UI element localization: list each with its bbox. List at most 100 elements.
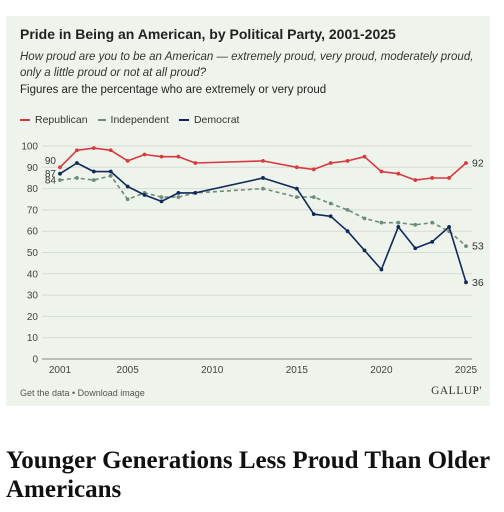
chart-title: Pride in Being an American, by Political…: [20, 26, 396, 42]
legend-item-democrat: Democrat: [178, 114, 240, 126]
data-point-independent-2008: [176, 195, 181, 200]
data-point-republican-2008: [176, 154, 181, 159]
data-point-democrat-2001: [58, 171, 62, 176]
data-point-republican-2009: [193, 161, 198, 165]
data-point-republican-2006: [142, 152, 147, 157]
data-point-democrat-2020: [379, 267, 384, 272]
data-point-republican-2021: [396, 171, 401, 176]
y-tick-label-30: 30: [27, 291, 39, 302]
x-tick-label-2025: 2025: [455, 365, 478, 376]
data-point-republican-2022: [413, 178, 418, 182]
x-tick-label-2005: 2005: [117, 365, 140, 376]
data-point-republican-2024: [447, 176, 451, 180]
y-tick-label-50: 50: [27, 248, 39, 259]
y-tick-label-80: 80: [27, 184, 39, 195]
data-point-republican-2025: [464, 161, 468, 165]
y-tick-label-20: 20: [27, 312, 39, 323]
start-label-republican: 90: [45, 156, 57, 167]
y-tick-label-70: 70: [27, 205, 39, 216]
data-point-democrat-2013: [261, 176, 265, 180]
data-point-independent-2023: [430, 220, 435, 225]
data-point-republican-2003: [91, 146, 96, 151]
legend-label-democrat: Democrat: [193, 114, 240, 126]
data-point-democrat-2024: [447, 225, 451, 229]
data-point-independent-2003: [91, 178, 96, 182]
data-point-independent-2025: [464, 244, 468, 249]
data-point-democrat-2016: [311, 212, 316, 217]
chart-card: Pride in Being an American, by Political…: [6, 16, 490, 406]
data-point-republican-2002: [75, 148, 79, 153]
end-label-democrat: 36: [472, 277, 484, 289]
data-point-democrat-2009: [193, 190, 198, 195]
start-label-independent: 84: [45, 176, 57, 187]
series-line-democrat: [59, 162, 467, 283]
data-point-independent-2017: [328, 201, 333, 206]
data-point-republican-2015: [294, 165, 299, 170]
data-point-republican-2004: [108, 148, 113, 153]
legend-item-republican: Republican: [20, 114, 88, 126]
x-tick-label-2001: 2001: [49, 365, 72, 376]
x-tick-label-2015: 2015: [286, 365, 309, 376]
data-point-democrat-2007: [159, 199, 164, 204]
y-tick-label-0: 0: [32, 355, 38, 366]
data-point-independent-2016: [311, 195, 316, 200]
data-point-independent-2022: [413, 222, 418, 227]
y-tick-label-60: 60: [27, 227, 39, 238]
y-tick-label-90: 90: [27, 163, 39, 174]
start-label-democrat: 87: [45, 169, 57, 180]
data-point-republican-2023: [430, 176, 435, 180]
data-point-republican-2013: [261, 159, 265, 163]
data-point-democrat-2003: [91, 169, 96, 174]
data-point-independent-2007: [159, 195, 164, 200]
data-point-republican-2005: [125, 159, 130, 163]
data-point-democrat-2018: [345, 229, 350, 234]
footer-links[interactable]: Get the data • Download image: [20, 388, 145, 398]
data-point-democrat-2022: [413, 246, 418, 251]
data-point-independent-2004: [108, 173, 113, 178]
legend-label-republican: Republican: [35, 114, 88, 126]
data-point-independent-2018: [345, 208, 350, 212]
data-point-independent-2013: [261, 186, 265, 191]
data-point-republican-2017: [328, 161, 333, 165]
data-point-republican-2020: [379, 169, 384, 174]
end-label-independent: 53: [472, 241, 484, 253]
data-point-democrat-2017: [328, 214, 333, 219]
data-point-republican-2001: [58, 165, 62, 170]
data-point-democrat-2008: [176, 190, 181, 195]
data-point-independent-2002: [75, 176, 79, 180]
end-label-republican: 92: [472, 158, 484, 170]
data-point-democrat-2021: [396, 225, 401, 229]
gallup-logo: GALLUP': [431, 385, 482, 397]
x-tick-label-2010: 2010: [201, 365, 224, 376]
data-point-independent-2019: [362, 216, 367, 221]
data-point-democrat-2015: [294, 186, 299, 191]
data-point-republican-2019: [362, 154, 367, 159]
data-point-democrat-2004: [108, 169, 113, 174]
data-point-independent-2020: [379, 220, 384, 225]
data-point-democrat-2025: [464, 280, 468, 285]
data-point-republican-2018: [345, 159, 350, 163]
y-tick-label-100: 100: [21, 142, 38, 153]
data-point-independent-2005: [125, 197, 130, 202]
line-chart: 0 10 20 30 40 50 60 70 80 90 100 2001 2005 2010 2015 20…: [21, 142, 484, 377]
data-point-republican-2007: [159, 154, 164, 159]
y-tick-label-40: 40: [27, 269, 39, 280]
series-line-republican: [59, 147, 467, 181]
chart-note: Figures are the percentage who are extre…: [20, 84, 327, 96]
data-point-independent-2001: [58, 178, 62, 182]
chart-legend: Republican Independent Democrat: [20, 114, 239, 126]
chart-subtitle: How proud are you to be an American — ex…: [20, 51, 474, 79]
legend-item-independent: Independent: [97, 114, 169, 126]
data-point-democrat-2002: [75, 161, 79, 165]
legend-swatch-independent: [97, 119, 106, 121]
data-point-democrat-2019: [362, 248, 367, 253]
y-tick-label-10: 10: [27, 333, 39, 344]
data-point-independent-2021: [396, 220, 401, 225]
data-point-democrat-2023: [430, 239, 435, 244]
legend-swatch-republican: [20, 119, 30, 121]
data-point-independent-2015: [294, 195, 299, 200]
data-point-democrat-2006: [142, 193, 147, 197]
data-point-republican-2016: [311, 167, 316, 172]
legend-label-independent: Independent: [110, 114, 169, 126]
data-point-democrat-2005: [125, 184, 130, 189]
